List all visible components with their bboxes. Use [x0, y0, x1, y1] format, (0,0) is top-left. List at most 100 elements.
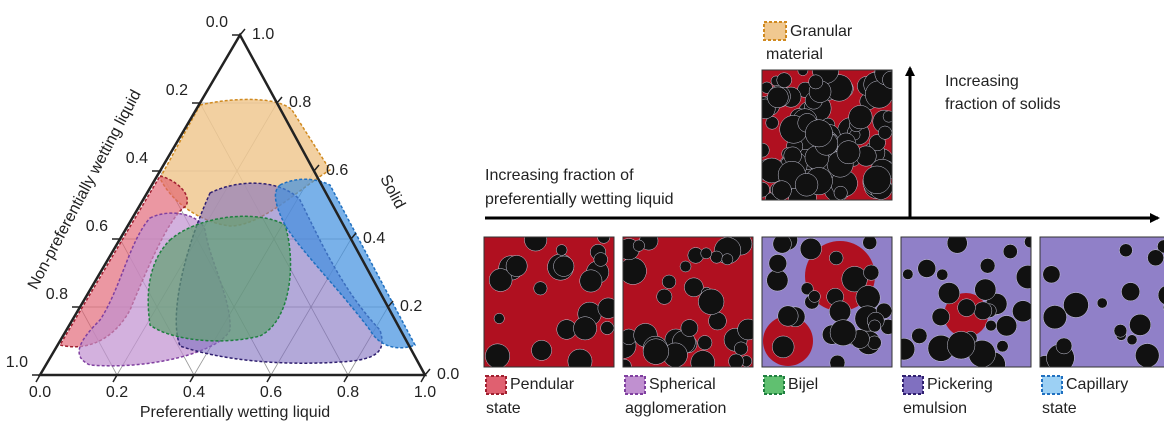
particle — [878, 126, 891, 139]
right-tick-label: 0.8 — [289, 94, 311, 111]
arrow-label: Increasing fraction of — [485, 167, 634, 184]
particle — [863, 235, 877, 249]
bottom-tick-label: 1.0 — [414, 384, 436, 401]
particle — [912, 328, 928, 344]
particle — [684, 278, 703, 297]
right-tick-label: 1.0 — [252, 26, 274, 43]
panel-content — [484, 229, 618, 374]
legend-swatch — [903, 376, 923, 394]
particle — [1097, 298, 1107, 308]
particle — [938, 282, 959, 303]
particle — [1056, 338, 1072, 354]
particle — [580, 270, 602, 292]
particle — [524, 229, 546, 251]
particle — [494, 313, 504, 323]
right-tick-label: 0.0 — [437, 366, 459, 383]
particle — [830, 355, 845, 370]
particle — [769, 254, 787, 272]
particle — [975, 279, 996, 300]
particle — [778, 306, 798, 326]
figure: Preferentially wetting liquid Non-prefer… — [0, 0, 1164, 424]
particle — [805, 120, 832, 147]
state-panel — [893, 233, 1040, 377]
left-tick-label: 1.0 — [6, 354, 28, 371]
particle — [1119, 244, 1132, 257]
particle — [829, 301, 850, 322]
particle — [534, 282, 547, 295]
bottom-tick-label: 0.8 — [337, 384, 359, 401]
legend-label: Pickering — [927, 376, 993, 393]
particle — [1135, 344, 1159, 368]
arrow-label: fraction of solids — [945, 96, 1061, 113]
particle — [903, 269, 914, 280]
particle — [868, 336, 882, 350]
particle — [1114, 324, 1127, 337]
particle — [657, 289, 672, 304]
particle — [722, 254, 733, 265]
legend-swatch — [1042, 376, 1062, 394]
particle — [918, 259, 936, 277]
particle — [662, 275, 676, 289]
particle — [986, 320, 997, 331]
panel-content — [754, 57, 900, 212]
particle — [734, 342, 747, 355]
left-tick-label: 0.0 — [206, 14, 228, 31]
left-tick-label: 0.4 — [126, 150, 148, 167]
particle — [809, 291, 821, 303]
right-axis-title: Solid — [376, 172, 408, 211]
particle — [893, 338, 915, 360]
particle — [767, 87, 788, 108]
particle — [1121, 283, 1139, 301]
particle — [974, 302, 992, 320]
left-tick-label: 0.6 — [86, 218, 108, 235]
legend-label: Spherical — [649, 376, 716, 393]
particle — [980, 258, 995, 273]
particle — [947, 331, 975, 359]
particle — [996, 316, 1016, 336]
legend-label: Pendular — [510, 376, 575, 393]
particle — [553, 256, 573, 276]
bottom-tick-label: 0.4 — [183, 384, 205, 401]
state-panel — [610, 232, 758, 375]
particle — [883, 111, 894, 122]
legend-swatch — [764, 376, 784, 394]
particle — [830, 320, 856, 346]
legend-swatch — [625, 376, 645, 394]
particle — [834, 186, 847, 199]
particle — [1127, 335, 1137, 345]
particle — [681, 320, 698, 337]
left-tick-label: 0.8 — [46, 286, 68, 303]
tick-mark — [277, 97, 282, 103]
right-tick-label: 0.6 — [326, 162, 348, 179]
particle — [772, 336, 794, 358]
particle — [620, 258, 647, 285]
particle — [1016, 265, 1039, 288]
granular-panel — [754, 57, 900, 212]
panel-content — [893, 233, 1040, 377]
left-tick-label: 0.2 — [166, 82, 188, 99]
particle — [767, 270, 788, 291]
particle — [594, 253, 608, 267]
particle — [1063, 293, 1088, 318]
right-tick-label: 0.4 — [363, 230, 385, 247]
particle — [701, 248, 712, 259]
legend-label: agglomeration — [625, 400, 726, 417]
right-tick-label: 0.2 — [400, 298, 422, 315]
particle — [532, 340, 552, 360]
arrow-label: preferentially wetting liquid — [485, 191, 674, 208]
particle — [1043, 266, 1060, 283]
particle — [795, 173, 818, 196]
particle — [1129, 314, 1150, 335]
tick-mark — [425, 369, 430, 375]
panel-content — [610, 232, 758, 375]
particle — [882, 71, 899, 88]
state-panel — [484, 229, 618, 374]
particle — [947, 233, 967, 253]
legend-label: state — [486, 400, 521, 417]
particle — [809, 75, 823, 89]
particle — [738, 319, 759, 340]
particle — [643, 339, 669, 365]
particle — [691, 351, 715, 375]
particle — [506, 255, 527, 276]
particle — [863, 166, 891, 194]
